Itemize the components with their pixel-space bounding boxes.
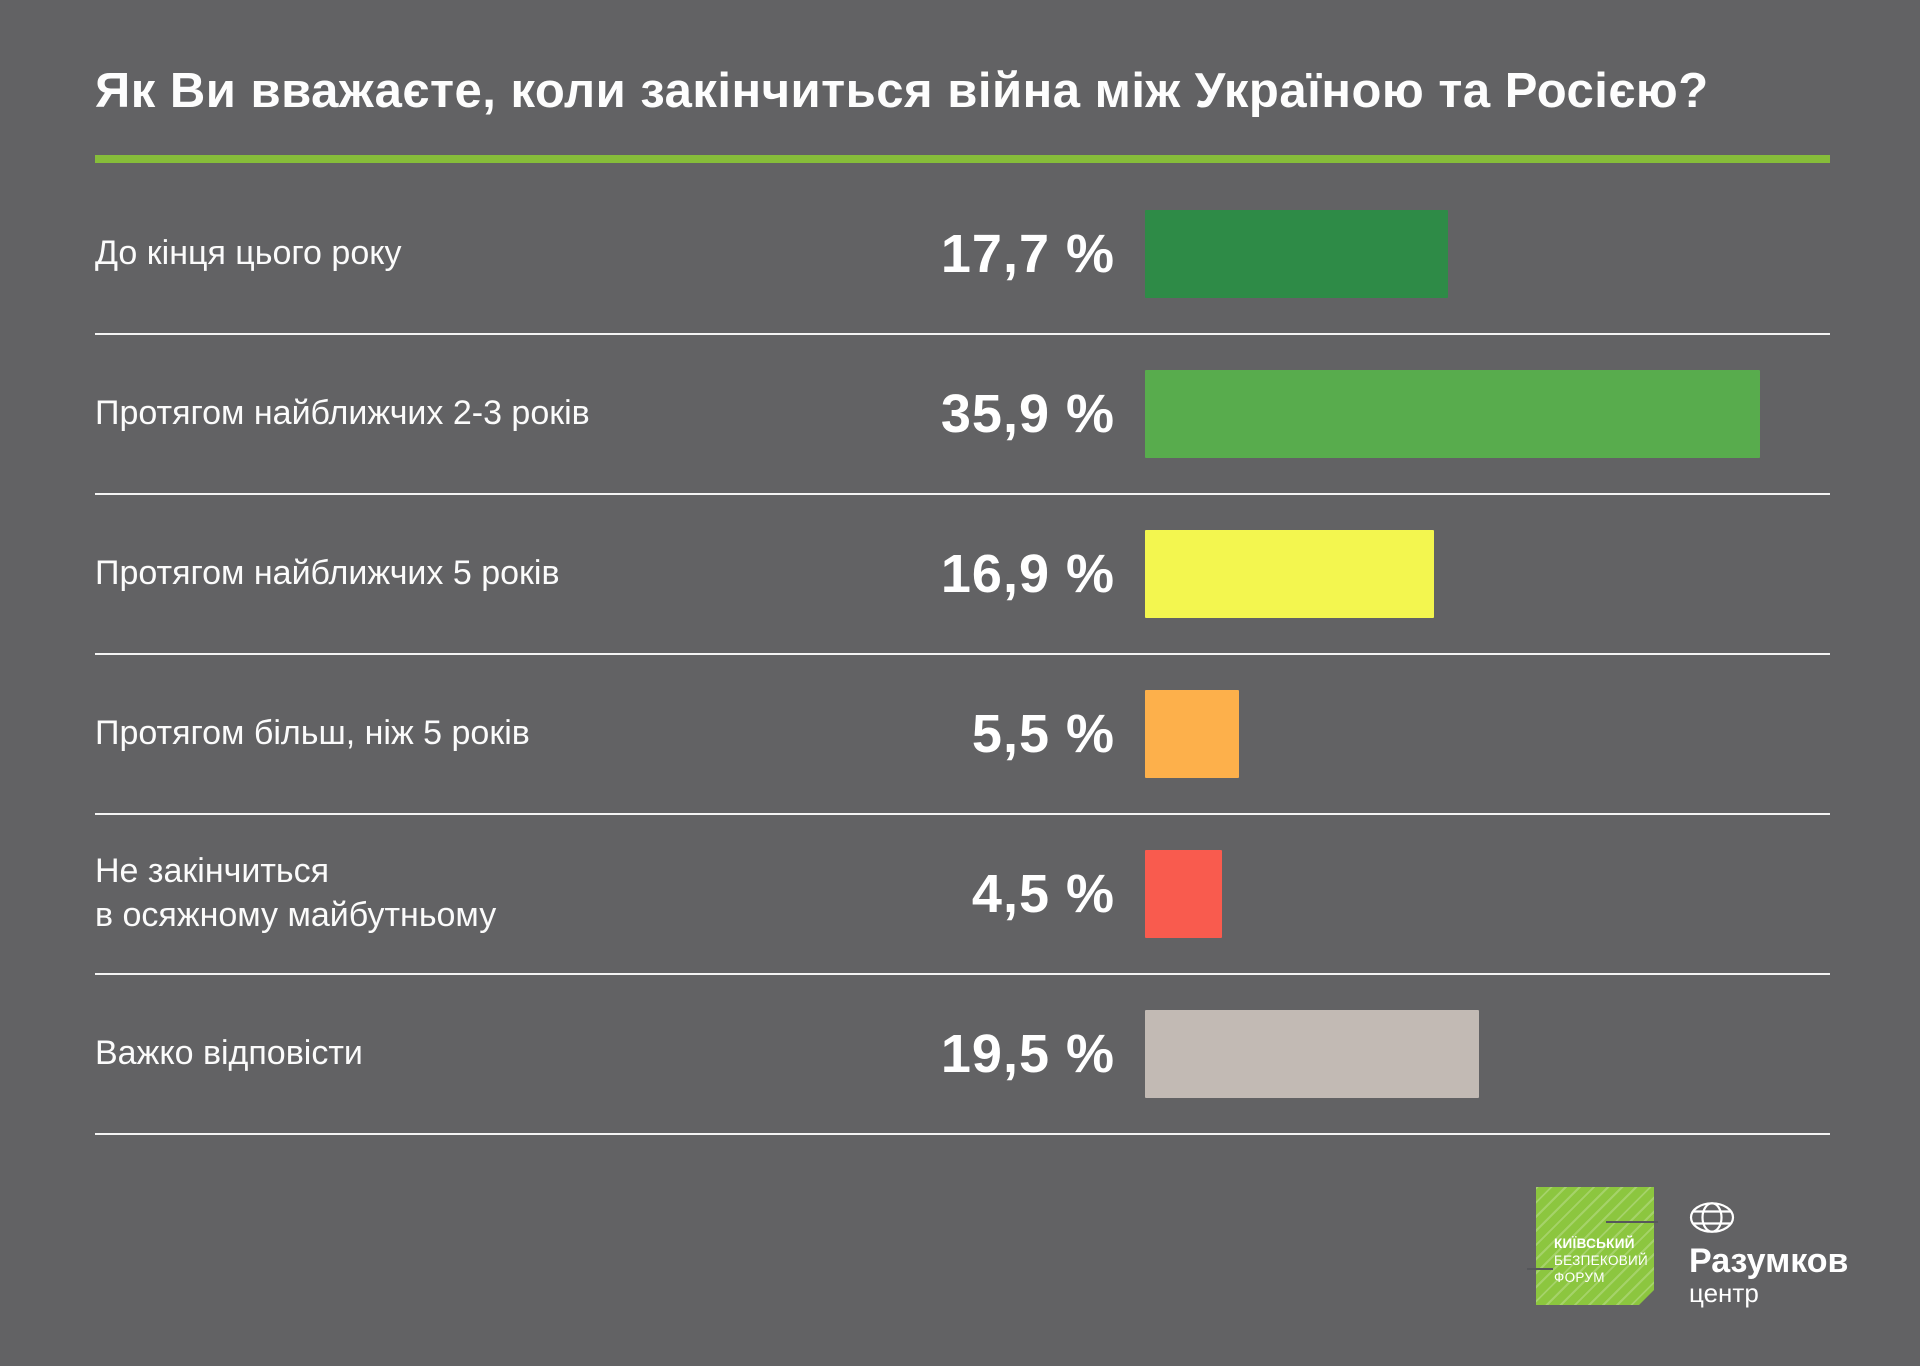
kbf-logo-line: КИЇВСЬКИЙ: [1554, 1236, 1635, 1251]
page-title: Як Ви вважаєте, коли закінчиться війна м…: [95, 64, 1709, 118]
kbf-logo-square: КИЇВСЬКИЙ БЕЗПЕКОВИЙ ФОРУМ: [1536, 1187, 1654, 1305]
chart-row: Протягом найближчих 5 років 16,9 %: [95, 495, 1830, 655]
row-label: Протягом більш, ніж 5 років: [95, 714, 530, 753]
row-value: 35,9 %: [940, 384, 1115, 444]
row-bar-track: [1145, 370, 1830, 458]
chart-row: Не закінчиться в осяжному майбутньому 4,…: [95, 815, 1830, 975]
chart-row: До кінця цього року 17,7 %: [95, 175, 1830, 335]
kbf-logo-line: ФОРУМ: [1554, 1270, 1605, 1285]
razumkov-centre-logo: Разумков центр: [1689, 1187, 1848, 1307]
row-bar-track: [1145, 1010, 1830, 1098]
row-label: Важко відповісти: [95, 1034, 363, 1073]
row-bar: [1145, 1010, 1479, 1098]
row-bar-track: [1145, 210, 1830, 298]
row-bar: [1145, 850, 1223, 938]
row-value: 17,7 %: [940, 224, 1115, 284]
row-bar-track: [1145, 850, 1830, 938]
row-value: 19,5 %: [940, 1024, 1115, 1084]
row-label: Не закінчиться в осяжному майбутньому: [95, 852, 497, 934]
kbf-logo-accent-line-top: [1606, 1221, 1658, 1223]
row-bar-track: [1145, 690, 1830, 778]
row-bar: [1145, 530, 1435, 618]
razumkov-subtitle: центр: [1689, 1278, 1759, 1308]
kbf-logo-line: БЕЗПЕКОВИЙ: [1554, 1253, 1649, 1268]
kbf-logo-accent-line-bottom: [1527, 1268, 1553, 1270]
title-underline-accent: [95, 155, 1830, 163]
chart-row: Важко відповісти 19,5 %: [95, 975, 1830, 1135]
row-value: 5,5 %: [971, 704, 1115, 764]
footer-logos: КИЇВСЬКИЙ БЕЗПЕКОВИЙ ФОРУМ Разумков цент…: [1527, 1187, 1848, 1307]
kyiv-security-forum-logo: КИЇВСЬКИЙ БЕЗПЕКОВИЙ ФОРУМ: [1527, 1187, 1658, 1305]
chart-rows: До кінця цього року 17,7 % Протягом найб…: [95, 175, 1830, 1135]
row-bar: [1145, 210, 1449, 298]
row-value: 4,5 %: [971, 864, 1115, 924]
row-bar-track: [1145, 530, 1830, 618]
row-bar: [1145, 690, 1240, 778]
row-value: 16,9 %: [940, 544, 1115, 604]
row-label: Протягом найближчих 2-3 років: [95, 394, 590, 433]
row-label: До кінця цього року: [95, 234, 402, 273]
row-label: Протягом найближчих 5 років: [95, 554, 560, 593]
chart-row: Протягом найближчих 2-3 років 35,9 %: [95, 335, 1830, 495]
row-bar: [1145, 370, 1760, 458]
chart-row: Протягом більш, ніж 5 років 5,5 %: [95, 655, 1830, 815]
razumkov-title: Разумков: [1689, 1242, 1849, 1280]
globe-icon: [1689, 1202, 1735, 1233]
infographic: Як Ви вважаєте, коли закінчиться війна м…: [95, 64, 1830, 1135]
